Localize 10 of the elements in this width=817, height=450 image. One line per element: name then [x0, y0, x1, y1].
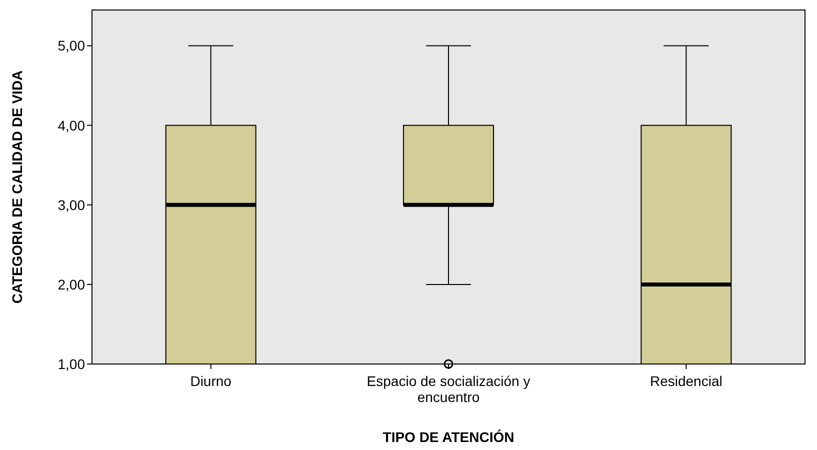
- y-tick-label: 4,00: [58, 117, 86, 134]
- y-axis-title: CATEGORIA DE CALIDAD DE VIDA: [9, 70, 25, 304]
- x-tick-label: Residencial: [650, 373, 722, 389]
- y-tick-label: 3,00: [58, 196, 86, 213]
- y-tick-label: 5,00: [58, 38, 86, 54]
- y-tick-label: 2,00: [58, 276, 86, 292]
- x-tick-label: Espacio de socialización y encuentro: [366, 373, 530, 405]
- x-tick-label: Diurno: [190, 373, 232, 389]
- x-axis-title: TIPO DE ATENCIÓN: [382, 429, 514, 445]
- y-tick-label: 1,00: [58, 356, 86, 372]
